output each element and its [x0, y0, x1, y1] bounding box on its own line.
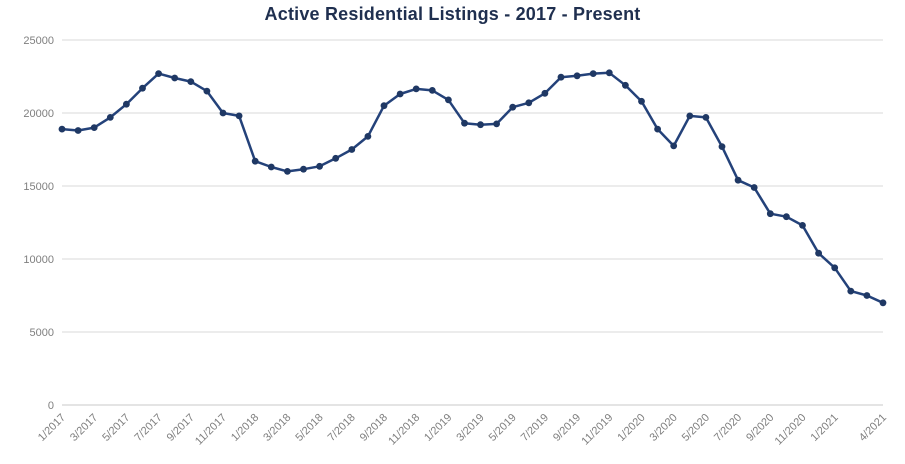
y-axis-labels: 0 5000 10000 15000 20000 25000	[23, 35, 54, 412]
data-point	[573, 72, 581, 80]
y-axis-label: 5000	[30, 327, 54, 339]
data-point	[509, 103, 517, 111]
data-point	[155, 70, 163, 77]
series-line	[60, 71, 885, 305]
y-axis-label: 15000	[23, 181, 54, 193]
x-axis-label: 1/2019	[422, 412, 454, 444]
data-point	[203, 87, 211, 95]
data-point	[783, 213, 790, 221]
data-point	[219, 109, 227, 117]
data-point	[477, 121, 484, 129]
x-axis-label: 7/2019	[519, 412, 551, 444]
chart-title: Active Residential Listings - 2017 - Pre…	[264, 4, 641, 24]
data-point	[831, 264, 839, 272]
x-axis-label: 3/2018	[261, 412, 293, 444]
x-axis-label: 7/2017	[132, 412, 164, 444]
data-point	[380, 102, 388, 110]
x-axis-label: 5/2017	[100, 412, 132, 444]
data-point	[187, 78, 195, 85]
x-axis-label: 3/2020	[648, 412, 680, 444]
data-point	[235, 112, 243, 120]
data-point	[525, 99, 533, 107]
data-point	[654, 125, 661, 133]
x-axis-label: 3/2019	[454, 412, 486, 444]
x-axis-label: 11/2017	[193, 412, 229, 448]
data-point	[815, 249, 822, 257]
data-point	[622, 81, 629, 89]
data-point	[863, 292, 871, 299]
data-point	[702, 114, 710, 121]
x-axis-label: 1/2018	[229, 412, 261, 444]
data-point	[332, 154, 340, 162]
x-axis-label: 1/2020	[615, 412, 647, 444]
y-axis-label: 0	[48, 400, 54, 412]
data-point	[766, 210, 774, 218]
data-point	[638, 97, 645, 105]
x-axis-label: 5/2019	[487, 412, 519, 444]
data-point	[557, 73, 565, 81]
data-points	[58, 69, 887, 307]
data-point	[284, 168, 291, 175]
data-point	[799, 222, 806, 229]
x-axis-label: 11/2020	[773, 412, 809, 448]
data-point	[686, 112, 694, 120]
x-axis-label: 7/2020	[712, 412, 744, 444]
data-point	[364, 133, 372, 140]
x-axis-label: 5/2018	[293, 412, 325, 444]
data-point	[734, 176, 742, 184]
data-point	[428, 87, 436, 94]
data-point	[541, 89, 549, 97]
y-axis-label: 25000	[23, 35, 54, 47]
data-point	[300, 165, 307, 173]
x-axis-label: 1/2017	[36, 412, 68, 444]
x-axis-label: 1/2021	[809, 412, 841, 444]
data-point	[461, 119, 468, 127]
data-point	[171, 74, 179, 82]
data-point	[750, 184, 758, 191]
data-point	[139, 84, 146, 92]
data-point	[251, 157, 259, 165]
y-axis-label: 10000	[23, 254, 54, 266]
data-point	[123, 100, 130, 108]
data-point	[670, 142, 678, 150]
x-axis-label: 4/2021	[857, 412, 889, 444]
data-point	[58, 125, 66, 133]
data-point	[493, 120, 500, 128]
x-axis-label: 7/2018	[326, 412, 358, 444]
data-point	[879, 299, 887, 307]
data-point	[348, 146, 356, 153]
gridlines	[62, 39, 883, 406]
y-axis-label: 20000	[23, 108, 54, 120]
data-point	[106, 114, 114, 121]
data-point	[445, 96, 452, 104]
data-point	[847, 287, 855, 295]
data-point	[589, 70, 597, 77]
x-axis-label: 11/2018	[386, 412, 422, 448]
data-point	[412, 85, 420, 93]
x-axis-label: 11/2019	[579, 412, 615, 448]
data-point	[267, 163, 275, 171]
data-point	[605, 69, 613, 77]
data-point	[90, 124, 98, 131]
data-point	[74, 127, 82, 134]
data-point	[396, 90, 404, 98]
data-point	[316, 162, 323, 170]
x-axis-label: 5/2020	[680, 412, 712, 444]
data-point	[718, 143, 726, 151]
x-axis-label: 3/2017	[68, 412, 100, 444]
